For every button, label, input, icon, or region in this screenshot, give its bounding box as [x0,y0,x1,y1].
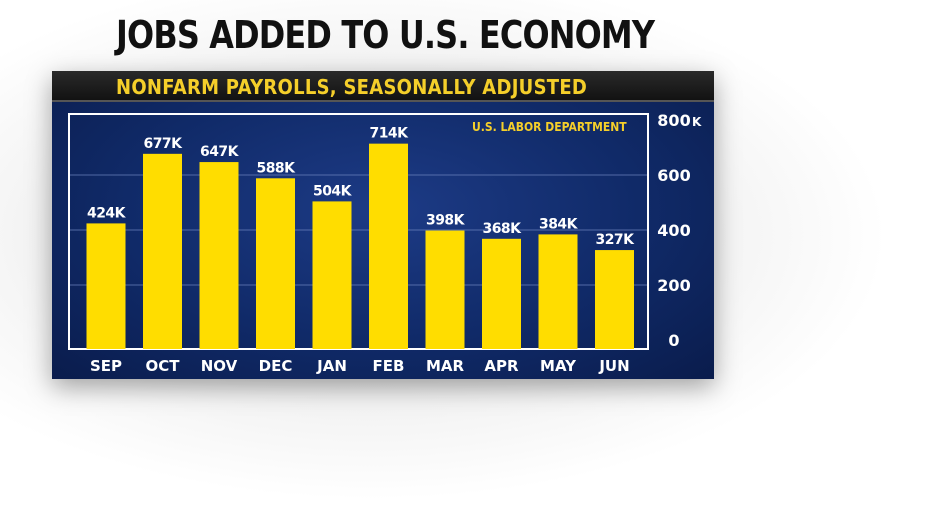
y-tick-label: 600 [657,166,690,185]
y-unit-label: K [692,115,702,129]
bar-value-label: 504K [313,183,353,199]
bar-value-label: 588K [256,160,296,176]
y-tick-label: 400 [657,221,690,240]
bar [425,230,465,349]
x-category-label: JUN [598,357,629,375]
bar-value-label: 327K [595,232,635,248]
bar-value-label: 677K [143,136,183,152]
plot-border [68,113,649,350]
bar-value-label: 368K [482,221,522,237]
bar-value-label: 398K [426,213,466,229]
x-category-label: MAY [540,357,577,375]
x-category-label: SEP [90,357,122,375]
y-tick-label: 0 [668,331,679,350]
bar [199,162,239,349]
bar-value-label: 384K [539,216,579,232]
bar-value-label: 714K [369,126,409,142]
chart-panel: NONFARM PAYROLLS, SEASONALLY ADJUSTED 0 2… [52,71,714,379]
x-category-label: JAN [316,357,347,375]
x-category-label: APR [484,357,519,375]
x-category-label: OCT [146,357,181,375]
bar [312,201,352,349]
bar [595,250,634,349]
x-category-label: FEB [373,357,405,375]
subtitle-bar: NONFARM PAYROLLS, SEASONALLY ADJUSTED [52,71,714,102]
bar [256,178,295,349]
x-category-label: DEC [259,357,293,375]
headline: JOBS ADDED TO U.S. ECONOMY [116,13,655,57]
bar-chart: 0 200 400 600 800 K 424K SEP 677K OCT 647K NOV 588K D… [68,111,702,375]
bar [538,234,578,349]
bar-value-label: 647K [200,144,240,160]
source-label: U.S. LABOR DEPARTMENT [472,120,627,134]
bar [482,238,521,349]
x-category-label: MAR [426,357,465,375]
y-tick-label: 800 [657,111,690,130]
bar [86,223,126,349]
bar [143,153,182,349]
bar [369,143,408,349]
x-category-label: NOV [201,357,238,375]
bar-value-label: 424K [87,205,127,221]
chart-subtitle: NONFARM PAYROLLS, SEASONALLY ADJUSTED [116,75,588,99]
y-tick-label: 200 [657,276,690,295]
